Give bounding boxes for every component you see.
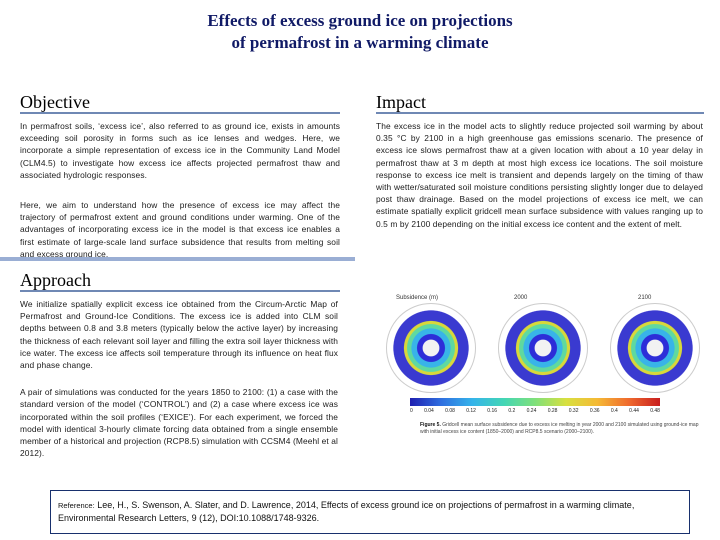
title-line-1: Effects of excess ground ice on projecti…: [207, 11, 513, 30]
figure-colorbar: [410, 398, 660, 406]
approach-paragraph-2: A pair of simulations was conducted for …: [20, 387, 338, 459]
reference-text: Lee, H., S. Swenson, A. Slater, and D. L…: [58, 500, 635, 523]
arctic-map-1: [386, 303, 476, 393]
impact-heading: Impact: [376, 92, 426, 112]
colorbar-tick: 0.24: [526, 408, 537, 414]
colorbar-tick: 0.48: [650, 408, 660, 414]
arctic-map-2: [498, 303, 588, 393]
objective-heading: Objective: [20, 92, 90, 112]
approach-text-box: We initialize spatially explicit excess …: [20, 298, 338, 474]
colorbar-tick: 0.04: [424, 408, 434, 414]
subsidence-figure: Subsidence (m) 2000 2100 0 0.04 0.08 0.1…: [366, 293, 710, 467]
colorbar-tick: 0.2: [508, 408, 516, 414]
approach-heading: Approach: [20, 270, 91, 290]
figure-caption-text: Gridcell mean surface subsidence due to …: [420, 422, 699, 435]
reference-box: Reference: Lee, H., S. Swenson, A. Slate…: [50, 490, 690, 534]
arctic-map-3: [610, 303, 700, 393]
figure-caption: Figure 5. Gridcell mean surface subsiden…: [420, 422, 706, 436]
impact-underline: [376, 112, 704, 114]
figure-label-year-1: 2000: [514, 295, 528, 301]
colorbar-tick: 0.12: [466, 408, 476, 414]
approach-paragraph-1: We initialize spatially explicit excess …: [20, 299, 338, 371]
objective-text-box: In permafrost soils, ‘excess ice’, also …: [20, 120, 340, 257]
colorbar-tick: 0: [410, 408, 413, 414]
impact-paragraph: The excess ice in the model acts to slig…: [376, 121, 703, 229]
colorbar-tick: 0.36: [589, 408, 600, 414]
section-divider: [0, 257, 355, 261]
reference-lead: Reference:: [58, 501, 95, 510]
colorbar-tick: 0.44: [629, 408, 639, 414]
approach-underline: [20, 290, 340, 292]
objective-paragraph-2: Here, we aim to understand how the prese…: [20, 200, 340, 257]
objective-underline: [20, 112, 340, 114]
colorbar-tick: 0.16: [487, 408, 498, 414]
colorbar-tick: 0.28: [547, 408, 558, 414]
colorbar-tick: 0.32: [568, 408, 579, 414]
colorbar-tick: 0.4: [610, 408, 618, 414]
title-line-2: of permafrost in a warming climate: [231, 33, 489, 52]
figure-label-year-2: 2100: [638, 295, 652, 301]
poster-title: Effects of excess ground ice on projecti…: [0, 10, 720, 54]
colorbar-ticks: 0 0.04 0.08 0.12 0.16 0.2 0.24 0.28 0.32…: [410, 408, 660, 414]
objective-paragraph-1: In permafrost soils, ‘excess ice’, also …: [20, 121, 340, 180]
colorbar-tick: 0.08: [445, 408, 455, 414]
figure-label-left: Subsidence (m): [396, 295, 439, 301]
figure-caption-lead: Figure 5.: [420, 422, 441, 428]
